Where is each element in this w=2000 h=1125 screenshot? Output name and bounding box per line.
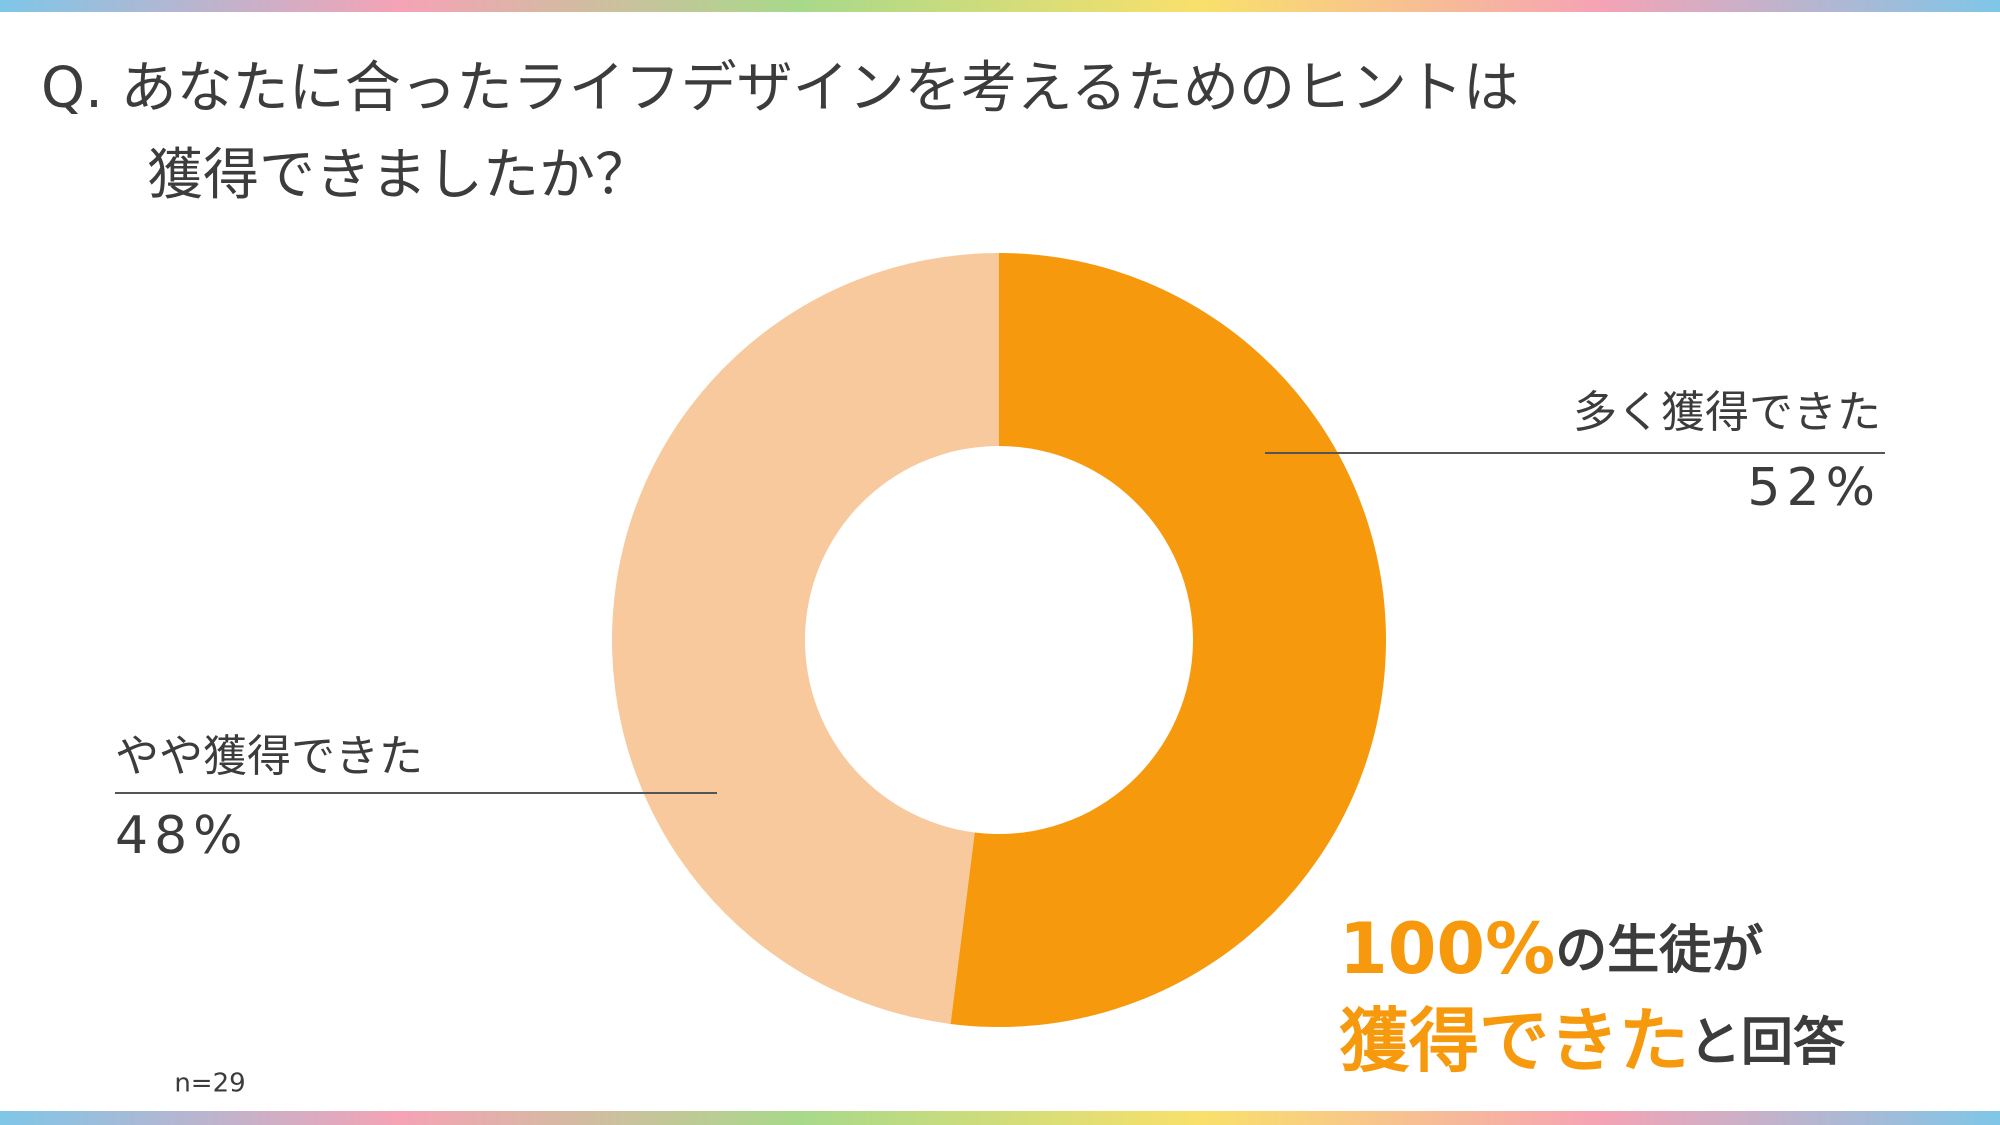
bottom-band — [0, 1111, 2000, 1125]
category-label: 多く獲得できた — [1573, 387, 1881, 438]
value-label: 48% — [115, 806, 249, 866]
note: n=29 — [174, 1069, 245, 1099]
annotation-part: 獲得できた — [1339, 1000, 1689, 1082]
category-label: やや獲得できた — [115, 731, 423, 782]
annotation-part: と回答 — [1689, 1013, 1846, 1073]
top-band — [0, 0, 2000, 12]
annotation-part: 100% — [1339, 908, 1555, 990]
annotation-line: 獲得できたと回答 — [1339, 1000, 1846, 1082]
annotation-part: の生徒が — [1555, 921, 1763, 981]
value-label: 52% — [1747, 458, 1881, 518]
title-line: Q. あなたに合ったライフデザインを考えるためのヒントは — [41, 56, 1519, 121]
title-line: 獲得できましたか？ — [147, 143, 651, 208]
donut-slice — [950, 253, 1387, 1028]
donut-slice — [612, 253, 999, 1024]
annotation-line: 100%の生徒が — [1339, 908, 1763, 990]
